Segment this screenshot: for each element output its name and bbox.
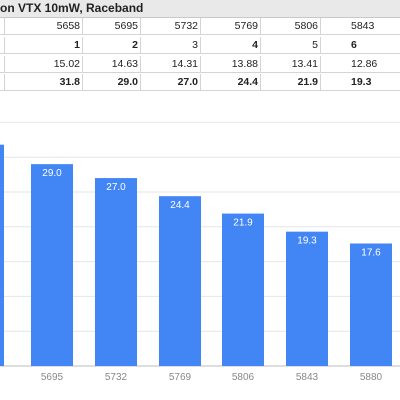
bar-data-label: 24.4 (170, 200, 190, 211)
sheet-cell[interactable]: 5 (260, 37, 320, 53)
sheet-cell[interactable]: 14.63 (82, 56, 140, 72)
sheet-cell[interactable]: 6 (320, 37, 400, 53)
bar-data-label: 19.3 (297, 236, 317, 247)
bar-5843[interactable] (286, 231, 328, 366)
sheet-cell[interactable]: 3 (140, 37, 200, 53)
bar-5880[interactable] (350, 243, 392, 366)
sheet-row-frequency: 5658 5695 5732 5769 5806 5843 (0, 18, 400, 35)
sheet-cell[interactable]: 31.8 (4, 74, 82, 90)
bar-data-label: 17.6 (361, 248, 381, 259)
bar-data-label: 29.0 (42, 168, 62, 179)
sheet-cell[interactable]: 13.88 (200, 56, 260, 72)
x-tick-label: 5843 (296, 372, 319, 383)
bar-chart: 31.8565829.0569527.0573224.4576921.95806… (0, 95, 400, 400)
sheet-cell[interactable]: 13.41 (260, 56, 320, 72)
sheet-cell[interactable]: 5769 (200, 18, 260, 34)
sheet-cell[interactable]: 14.31 (140, 56, 200, 72)
bar-5806[interactable] (222, 213, 264, 366)
bar-data-label: 21.9 (233, 218, 253, 229)
sheet-cell[interactable]: 4 (200, 37, 260, 53)
sheet-cell[interactable]: 1 (4, 37, 82, 53)
x-tick-label: 5880 (360, 372, 383, 383)
sheet-cell[interactable]: 5695 (82, 18, 140, 34)
sheet-cell[interactable]: 12.86 (320, 56, 400, 72)
sheet-cell[interactable]: 29.0 (82, 74, 140, 90)
sheet-row-values-a: 15.02 14.63 14.31 13.88 13.41 12.86 (0, 56, 400, 73)
sheet-cell[interactable]: 19.3 (320, 74, 400, 90)
sheet-cell[interactable]: 5843 (320, 18, 400, 34)
bar-chart-svg: 31.8565829.0569527.0573224.4576921.95806… (0, 121, 400, 383)
bar-5695[interactable] (31, 164, 73, 366)
bar-data-label: 27.0 (106, 182, 126, 193)
bar-5658[interactable] (0, 144, 4, 366)
sheet-cell[interactable]: 5732 (140, 18, 200, 34)
spreadsheet-table: on VTX 10mW, Raceband 5658 5695 5732 5769 58… (0, 0, 400, 95)
bar-5769[interactable] (159, 196, 201, 366)
sheet-cell[interactable]: 5658 (4, 18, 82, 34)
sheet-cell[interactable]: 2 (82, 37, 140, 53)
sheet-cell[interactable]: 21.9 (260, 74, 320, 90)
sheet-title-row: on VTX 10mW, Raceband (0, 0, 400, 18)
sheet-cell[interactable]: 24.4 (200, 74, 260, 90)
sheet-cell[interactable]: 5806 (260, 18, 320, 34)
sheet-title: on VTX 10mW, Raceband (0, 1, 144, 15)
x-tick-label: 5769 (169, 372, 192, 383)
sheet-cell[interactable]: 27.0 (140, 74, 200, 90)
x-tick-label: 5695 (41, 372, 64, 383)
x-tick-label: 5732 (105, 372, 128, 383)
x-tick-label: 5806 (232, 372, 255, 383)
sheet-row-values-b: 31.8 29.0 27.0 24.4 21.9 19.3 (0, 74, 400, 91)
sheet-cell[interactable]: 15.02 (4, 56, 82, 72)
bar-5732[interactable] (95, 178, 137, 366)
